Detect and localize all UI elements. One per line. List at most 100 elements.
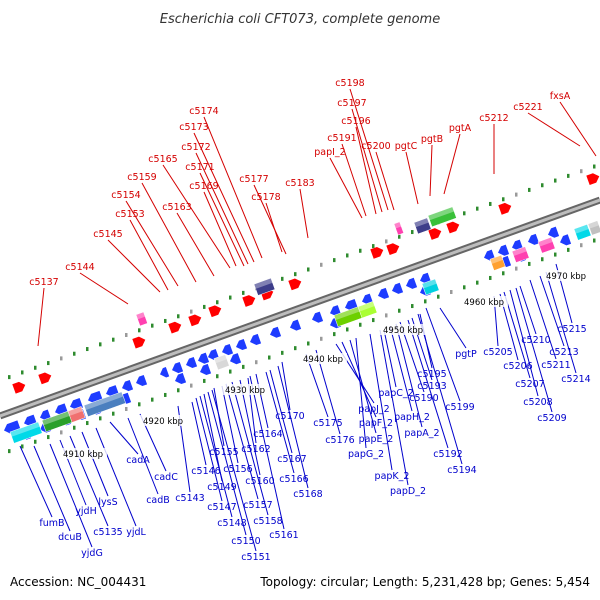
reverse-leader-line — [539, 275, 565, 347]
reverse-gene-label: c5190 — [409, 393, 438, 404]
forward-gene-label: c5171 — [185, 162, 214, 173]
tick-mark — [541, 183, 544, 188]
reverse-gene-arrow — [222, 343, 234, 356]
reverse-gene-label: papE_2 — [359, 434, 394, 445]
forward-gene-arrow — [498, 202, 512, 215]
tick-mark — [86, 421, 89, 426]
tick-mark — [34, 439, 37, 444]
tick-mark — [112, 411, 115, 416]
tick-mark — [242, 290, 245, 295]
tick-mark — [372, 318, 375, 323]
reverse-leader-line — [389, 325, 413, 412]
tick-mark — [203, 304, 206, 309]
tick-mark — [515, 266, 518, 271]
reverse-gene-label: c5209 — [537, 413, 566, 424]
tick-mark — [580, 243, 583, 248]
forward-gene-label: c5191 — [327, 133, 356, 144]
forward-gene-arrow — [288, 278, 302, 291]
tick-mark — [73, 351, 76, 356]
forward-leader-line — [199, 172, 245, 267]
scale-label: 4960 kbp — [464, 298, 504, 308]
reverse-leader-line — [109, 421, 139, 455]
forward-gene-label: c5200 — [361, 141, 390, 152]
reverse-gene-label: yjdG — [81, 548, 103, 559]
tick-mark — [463, 285, 466, 290]
tick-mark — [21, 444, 24, 449]
reverse-gene-arrow — [560, 234, 572, 246]
tick-mark — [216, 374, 219, 379]
tick-mark — [502, 271, 505, 276]
forward-gene-label: c5178 — [251, 192, 280, 203]
reverse-gene-label: papH_2 — [394, 412, 430, 423]
reverse-gene-label: cadA — [126, 455, 150, 466]
forward-gene-arrow — [132, 336, 146, 349]
tick-mark — [450, 290, 453, 294]
reverse-gene-label: papA_2 — [404, 428, 439, 439]
reverse-gene-label: c5146 — [191, 466, 220, 477]
tick-mark — [60, 356, 63, 361]
tick-mark — [593, 238, 596, 243]
tick-mark — [125, 407, 128, 411]
reverse-gene-label: c5213 — [549, 347, 578, 358]
genome-summary-text: Topology: circular; Length: 5,231,428 bp… — [259, 575, 590, 589]
tick-mark — [99, 416, 102, 421]
reverse-leader-line — [81, 431, 109, 497]
reverse-gene-label: c5192 — [433, 449, 462, 460]
genome-backbone — [0, 196, 600, 420]
reverse-annotation-box — [333, 304, 367, 328]
scale-label: 4930 kbp — [225, 386, 265, 396]
reverse-gene-arrow — [160, 366, 170, 378]
forward-gene-arrow — [208, 305, 222, 318]
reverse-gene-arrow — [175, 372, 187, 385]
tick-mark — [320, 336, 323, 341]
tick-mark — [424, 299, 427, 304]
forward-leader-line — [405, 151, 419, 205]
reverse-gene-arrow — [40, 409, 52, 421]
forward-leader-line — [527, 112, 581, 147]
reverse-gene-label: c5176 — [325, 435, 354, 446]
reverse-leader-line — [369, 333, 393, 471]
reverse-gene-arrow — [392, 282, 404, 294]
forward-leader-line — [351, 108, 383, 213]
reverse-gene-arrow — [122, 379, 134, 392]
forward-leader-line — [129, 219, 169, 291]
reverse-annotation-box — [357, 301, 378, 319]
forward-leader-line — [443, 133, 461, 195]
forward-gene-label: c5212 — [479, 113, 508, 124]
tick-mark — [567, 247, 570, 252]
forward-gene-label: c5145 — [93, 229, 122, 240]
forward-gene-label: c5154 — [111, 190, 140, 201]
reverse-leader-line — [383, 329, 397, 388]
reverse-leader-line — [265, 371, 295, 474]
map-title: Escherichia coli CFT073, complete genome — [160, 12, 440, 27]
reverse-gene-label: c5215 — [557, 324, 586, 335]
reverse-leader-line — [269, 369, 293, 454]
forward-leader-line — [203, 191, 237, 267]
reverse-gene-label: c5205 — [483, 347, 512, 358]
reverse-gene-label: c5166 — [279, 474, 308, 485]
tick-mark — [476, 206, 479, 211]
gene-labels: c5137 c5144 c5145 c5153 c5154 c5159 c5163 c5165… — [29, 78, 590, 563]
forward-gene-label: pgtA — [449, 123, 472, 134]
reverse-leader-line — [19, 445, 53, 518]
reverse-gene-label: c5143 — [175, 493, 204, 504]
forward-leader-line — [125, 200, 179, 287]
tick-mark — [333, 332, 336, 337]
reverse-gene-label: c5148 — [217, 518, 246, 529]
scale-labels: 4910 kbp 4920 kbp 4930 kbp 4940 kbp 4950 kbp… — [59, 270, 590, 460]
tick-mark — [307, 341, 310, 346]
reverse-annotation-box — [67, 406, 86, 423]
forward-gene-arrow — [386, 243, 400, 256]
tick-mark — [385, 313, 388, 318]
reverse-gene-label: c5149 — [207, 482, 236, 493]
reverse-gene-label: lysS — [98, 497, 117, 508]
tick-mark — [580, 169, 583, 174]
reverse-leader-line — [529, 279, 557, 360]
reverse-gene-label: c5195 — [417, 369, 446, 380]
reverse-gene-label: c5168 — [293, 489, 322, 500]
tick-mark — [294, 272, 297, 277]
tick-mark — [437, 294, 440, 299]
reverse-leader-line — [305, 353, 329, 418]
reverse-leader-line — [341, 341, 377, 418]
